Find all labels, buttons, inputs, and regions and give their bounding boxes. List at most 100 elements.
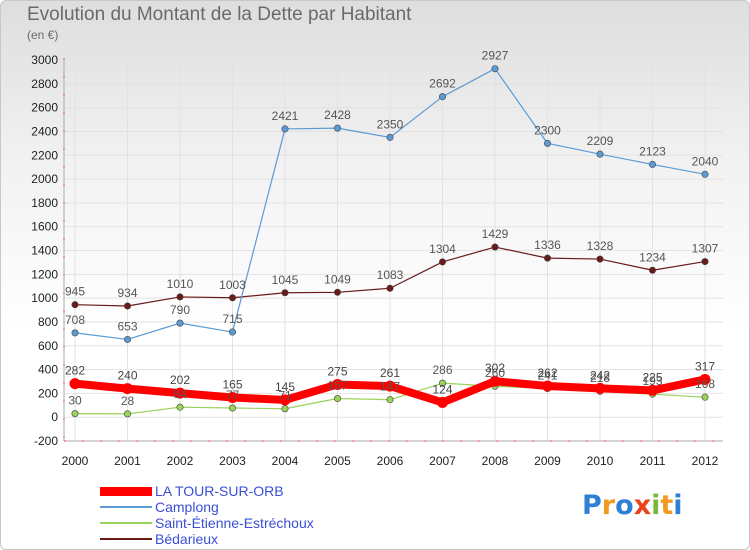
- logo-letter: x: [633, 490, 652, 521]
- y-tick-label: 2800: [31, 77, 58, 91]
- y-tick-label: 1800: [31, 196, 58, 210]
- data-labels: 945 934 1010 1003 1045 1049 1083 1304 1429 1336 13…: [65, 49, 719, 408]
- data-point-camplong: [596, 150, 604, 158]
- data-point-la-tour-sur-orb: [332, 378, 343, 390]
- data-point-bedarieux: [596, 255, 604, 263]
- data-label-saint-etienne-estrechoux: 193: [642, 374, 662, 388]
- data-point-camplong: [438, 93, 446, 101]
- x-tick-label: 2000: [62, 454, 89, 468]
- data-point-la-tour-sur-orb: [647, 384, 658, 396]
- data-point-camplong: [281, 125, 289, 133]
- data-label-la-tour-sur-orb: 261: [380, 366, 400, 380]
- data-label-la-tour-sur-orb: 242: [590, 368, 610, 382]
- data-point-la-tour-sur-orb: [594, 382, 606, 394]
- data-point-camplong: [333, 124, 341, 132]
- data-label-saint-etienne-estrechoux: 77: [226, 388, 240, 402]
- y-tick-label: 2400: [31, 124, 58, 138]
- data-point-saint-etienne-estrechoux: [229, 404, 237, 412]
- x-tick-label: 2011: [640, 454, 666, 468]
- legend-label: LA TOUR-SUR-ORB: [155, 483, 284, 499]
- legend-label: Saint-Étienne-Estréchoux: [155, 515, 314, 531]
- data-point-saint-etienne-estrechoux: [124, 410, 132, 418]
- data-label-la-tour-sur-orb: 202: [170, 373, 190, 387]
- data-point-bedarieux: [543, 254, 551, 262]
- data-label-bedarieux: 945: [65, 285, 85, 299]
- y-tick-label: 1400: [31, 244, 58, 258]
- proxiti-logo: Proxiti: [582, 490, 683, 521]
- x-tick-label: 2012: [692, 454, 719, 468]
- data-point-la-tour-sur-orb: [227, 392, 238, 404]
- y-tick-label: 400: [38, 363, 58, 377]
- data-point-camplong: [543, 139, 551, 147]
- data-label-saint-etienne-estrechoux: 260: [485, 366, 505, 380]
- data-label-bedarieux: 1003: [219, 278, 246, 292]
- data-point-la-tour-sur-orb: [437, 396, 448, 408]
- x-tick-label: 2002: [167, 454, 194, 468]
- data-label-saint-etienne-estrechoux: 286: [432, 363, 452, 377]
- legend-swatch-saint-etienne-estrechoux: [100, 522, 152, 524]
- data-label-bedarieux: 1304: [429, 242, 456, 256]
- data-point-camplong: [386, 133, 394, 141]
- data-label-camplong: 708: [65, 313, 85, 327]
- data-point-bedarieux: [71, 301, 79, 309]
- data-label-la-tour-sur-orb: 282: [65, 364, 85, 378]
- data-label-camplong: 2123: [639, 144, 666, 158]
- data-label-bedarieux: 1336: [534, 238, 561, 252]
- data-point-camplong: [491, 65, 499, 73]
- legend-swatch-la-tour-sur-orb: [100, 487, 152, 496]
- data-label-la-tour-sur-orb: 225: [642, 370, 662, 384]
- data-point-camplong: [71, 329, 79, 337]
- data-label-saint-etienne-estrechoux: 147: [380, 380, 400, 394]
- x-tick-label: 2009: [534, 454, 561, 468]
- data-point-saint-etienne-estrechoux: [386, 396, 394, 404]
- data-label-bedarieux: 1328: [587, 239, 614, 253]
- data-point-la-tour-sur-orb: [69, 378, 81, 390]
- data-label-bedarieux: 1429: [482, 227, 509, 241]
- data-point-bedarieux: [648, 266, 656, 274]
- data-label-bedarieux: 934: [117, 286, 137, 300]
- data-point-la-tour-sur-orb: [279, 394, 291, 406]
- data-label-saint-etienne-estrechoux: 71: [278, 389, 292, 403]
- data-point-saint-etienne-estrechoux: [176, 403, 184, 411]
- data-label-saint-etienne-estrechoux: 30: [68, 394, 82, 408]
- data-label-la-tour-sur-orb: 165: [222, 378, 242, 392]
- x-tick-label: 2004: [272, 454, 299, 468]
- y-tick-label: 200: [38, 386, 58, 400]
- y-tick-label: 2000: [31, 172, 58, 186]
- data-label-la-tour-sur-orb: 302: [485, 361, 505, 375]
- data-label-camplong: 2040: [692, 154, 719, 168]
- data-point-saint-etienne-estrechoux: [71, 410, 79, 418]
- data-label-saint-etienne-estrechoux: 218: [590, 371, 610, 385]
- y-tick-label: 0: [51, 410, 58, 424]
- legend-item-camplong: Camplong: [100, 499, 360, 516]
- y-tick-label: 600: [38, 339, 58, 353]
- data-point-camplong: [176, 319, 184, 327]
- data-label-la-tour-sur-orb: 124: [432, 382, 452, 396]
- data-label-saint-etienne-estrechoux: 28: [121, 394, 135, 408]
- y-tick-label: 2200: [31, 148, 58, 162]
- logo-letter: o: [615, 490, 634, 521]
- data-label-camplong: 790: [170, 303, 190, 317]
- logo-letter: r: [601, 490, 616, 521]
- data-point-bedarieux: [701, 258, 709, 266]
- x-tick-label: 2001: [114, 454, 141, 468]
- y-tick-label: -200: [34, 434, 58, 448]
- data-point-bedarieux: [229, 294, 237, 302]
- data-label-camplong: 653: [117, 319, 137, 333]
- data-label-la-tour-sur-orb: 145: [275, 380, 295, 394]
- legend-item-bedarieux: Bédarieux: [100, 531, 360, 548]
- data-label-bedarieux: 1045: [272, 273, 299, 287]
- data-label-saint-etienne-estrechoux: 168: [695, 377, 715, 391]
- data-label-camplong: 2421: [272, 109, 299, 123]
- chart-title: Evolution du Montant de la Dette par Hab…: [27, 4, 412, 25]
- data-label-bedarieux: 1234: [639, 250, 666, 264]
- data-label-bedarieux: 1307: [692, 242, 719, 256]
- logo-letter: i: [651, 490, 661, 521]
- data-label-camplong: 2209: [587, 134, 614, 148]
- y-tick-label: 3000: [31, 53, 58, 67]
- x-tick-label: 2010: [587, 454, 614, 468]
- data-point-bedarieux: [386, 284, 394, 292]
- logo-letter: P: [582, 490, 602, 521]
